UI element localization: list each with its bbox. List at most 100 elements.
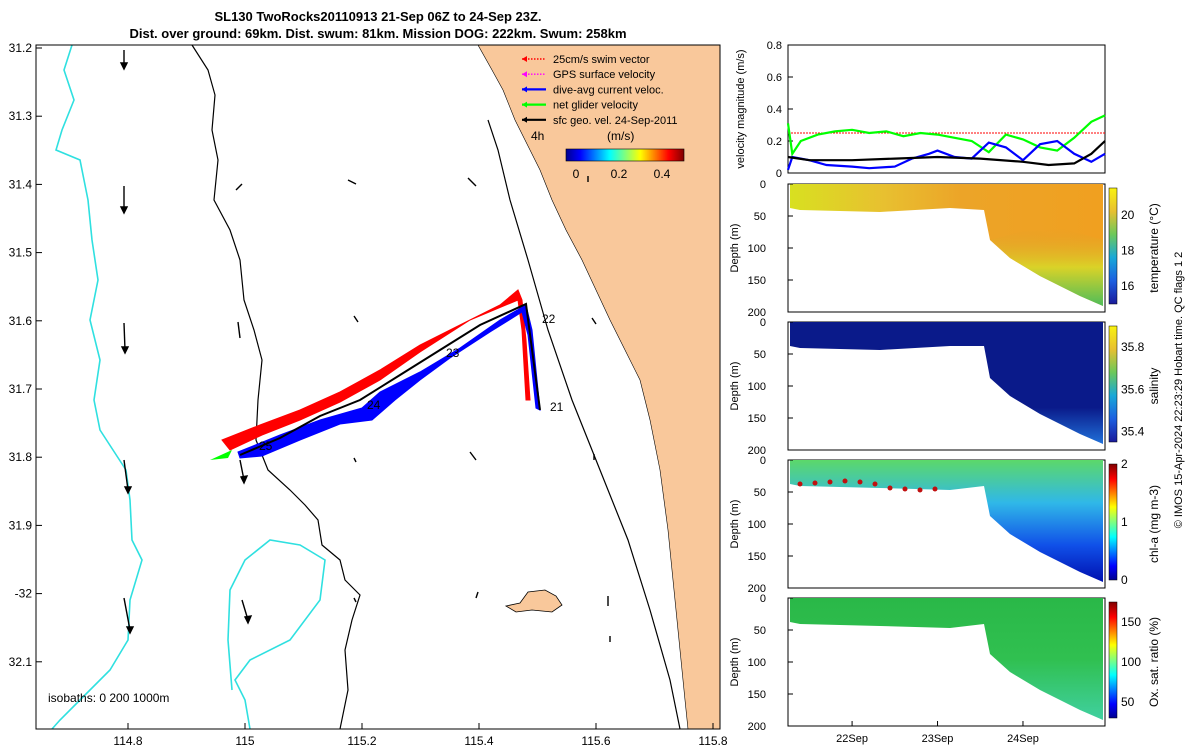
geo-velocity-arrows	[119, 50, 611, 642]
legend-arrowhead	[522, 86, 527, 93]
salinity-colorbar-ticks: 35.4 35.6 35.8	[1121, 340, 1145, 438]
map-y-tick-label: 31.7	[9, 382, 33, 396]
speed-colorbar-tick-label: 0.4	[654, 167, 671, 181]
oxygen-colorbar-label: Ox. sat. ratio (%)	[1147, 617, 1161, 707]
salinity-colorbar-label: salinity	[1147, 368, 1161, 405]
map-y-tick-label: -32	[15, 587, 33, 601]
temperature-colorbar-ticks: 16 18 20	[1121, 208, 1135, 293]
map-x-axis: 114.8 115 115.2 115.4 115.6 115.8	[113, 723, 728, 748]
depth-tick-label: 50	[754, 211, 766, 223]
colorbar-tick-label: 0	[1121, 573, 1128, 587]
chlorophyll-max-dots	[797, 478, 938, 493]
map-panel: 22 23 24 21 25 25cm/s swim vector GPS sur…	[9, 41, 728, 748]
colorbar-tick-label: 1	[1121, 515, 1128, 529]
speed-colorbar	[565, 148, 685, 162]
map-y-tick-label: 31.5	[9, 246, 33, 260]
chlorophyll-y-axis: 0 50 100 150 200	[748, 455, 793, 595]
isobaths-label: isobaths: 0 200 1000m	[48, 691, 169, 705]
velocity-y-tick-label: 0	[776, 168, 782, 180]
map-y-tick-label: 31.3	[9, 109, 33, 123]
depth-tick-label: 100	[748, 519, 766, 531]
colorbar-tick-label: 35.4	[1121, 424, 1145, 438]
map-legend: 25cm/s swim vector GPS surface velocity di…	[522, 54, 678, 127]
depth-tick-label: 100	[748, 657, 766, 669]
velocity-series-line	[786, 114, 1106, 157]
day-label-22: 22	[542, 312, 556, 326]
map-x-tick-label: 114.8	[113, 734, 142, 748]
colorbar-tick-label: 150	[1121, 615, 1141, 629]
oxygen-y-axis: 0 50 100 150 200	[748, 593, 793, 733]
salinity-y-label: Depth (m)	[729, 362, 741, 411]
map-x-tick-label: 115.8	[698, 734, 727, 748]
map-x-tick-label: 115.6	[581, 734, 610, 748]
map-y-tick-label: 32.1	[9, 655, 33, 669]
isobath-1000m-offshore	[227, 539, 326, 730]
colorbar-tick-label: 35.6	[1121, 382, 1145, 396]
velocity-y-axis: 0 0.2 0.4 0.6 0.8	[767, 40, 793, 180]
depth-tick-label: 50	[754, 487, 766, 499]
map-y-tick-label: 31.9	[9, 518, 33, 532]
time-axis: 22Sep 23Sep 24Sep	[836, 721, 1039, 745]
legend-label: 25cm/s swim vector	[553, 54, 650, 66]
salinity-colorbar	[1108, 325, 1118, 443]
map-frame	[35, 44, 721, 730]
oxygen-field	[790, 598, 1103, 720]
title-line-1: SL130 TwoRocks20110913 21-Sep 06Z to 24-…	[214, 9, 541, 24]
colorbar-tick-label: 100	[1121, 655, 1141, 669]
velocity-panel: 0 0.2 0.4 0.6 0.8 velocity magnitude (m/s)	[735, 40, 1106, 180]
map-y-tick-label: 31.4	[9, 177, 33, 191]
depth-tick-label: 0	[760, 593, 766, 605]
time-tick-label: 22Sep	[836, 733, 868, 745]
depth-tick-label: 200	[748, 721, 766, 733]
depth-tick-label: 0	[760, 455, 766, 467]
land-mass	[477, 44, 721, 730]
chlorophyll-y-label: Depth (m)	[729, 500, 741, 549]
depth-tick-label: 200	[748, 307, 766, 319]
map-y-tick-label: 31.8	[9, 450, 33, 464]
oxygen-section: 0 50 100 150 200 Depth (m) 50 100 150 Ox. sat.…	[729, 593, 1161, 733]
legend-label: dive-avg current veloc.	[553, 84, 664, 96]
temperature-y-label: Depth (m)	[729, 224, 741, 273]
legend-label: sfc geo. vel. 24-Sep-2011	[553, 115, 678, 127]
map-x-tick-label: 115.2	[347, 734, 376, 748]
legend-arrowhead	[522, 116, 527, 123]
depth-tick-label: 200	[748, 583, 766, 595]
day-label-24: 24	[367, 398, 381, 412]
temperature-deep-field	[990, 228, 1103, 306]
depth-tick-label: 200	[748, 445, 766, 457]
velocity-y-tick-label: 0.2	[767, 136, 782, 148]
depth-tick-label: 0	[760, 179, 766, 191]
oxygen-y-label: Depth (m)	[729, 638, 741, 687]
velocity-y-label: velocity magnitude (m/s)	[735, 49, 747, 168]
colorbar-unit-label: (m/s)	[607, 129, 634, 143]
oxygen-colorbar	[1108, 601, 1118, 719]
isobath-0m	[191, 44, 361, 730]
depth-tick-label: 0	[760, 317, 766, 329]
copyright-caption: © IMOS 15-Apr-2024 22:23:29 Hobart time.…	[1173, 252, 1185, 529]
temperature-section: 0 50 100 150 200 Depth (m) 16 18 20 temperatur…	[729, 179, 1161, 319]
colorbar-tick-label: 50	[1121, 695, 1135, 709]
speed-colorbar-tick-label: 0.2	[611, 167, 628, 181]
time-tick-label: 23Sep	[922, 733, 954, 745]
legend-arrowhead	[522, 56, 527, 62]
net-velocity-arrow	[210, 450, 232, 460]
day-label-25: 25	[259, 439, 273, 453]
depth-tick-label: 100	[748, 243, 766, 255]
velocity-series	[786, 114, 1106, 171]
speed-colorbar-ticks: 0 0.2 0.4	[573, 167, 671, 181]
map-y-axis: 31.2 31.3 31.4 31.5 31.6 31.7 31.8 31.9 -32 32.1	[9, 41, 42, 669]
depth-tick-label: 50	[754, 625, 766, 637]
speed-colorbar-tick-label: 0	[573, 167, 580, 181]
velocity-y-tick-label: 0.6	[767, 72, 782, 84]
glider-track	[239, 302, 541, 456]
map-y-tick-label: 31.2	[9, 41, 33, 55]
colorbar-tick-label: 35.8	[1121, 340, 1145, 354]
velocity-series-line	[786, 139, 1106, 171]
depth-tick-label: 150	[748, 689, 766, 701]
velocity-series-line	[787, 140, 1106, 167]
legend-label: net glider velocity	[553, 100, 638, 112]
salinity-section: 0 50 100 150 200 Depth (m) 35.4 35.6 35.8 sali…	[729, 317, 1161, 457]
chlorophyll-field	[790, 460, 1103, 582]
velocity-y-tick-label: 0.8	[767, 40, 782, 52]
